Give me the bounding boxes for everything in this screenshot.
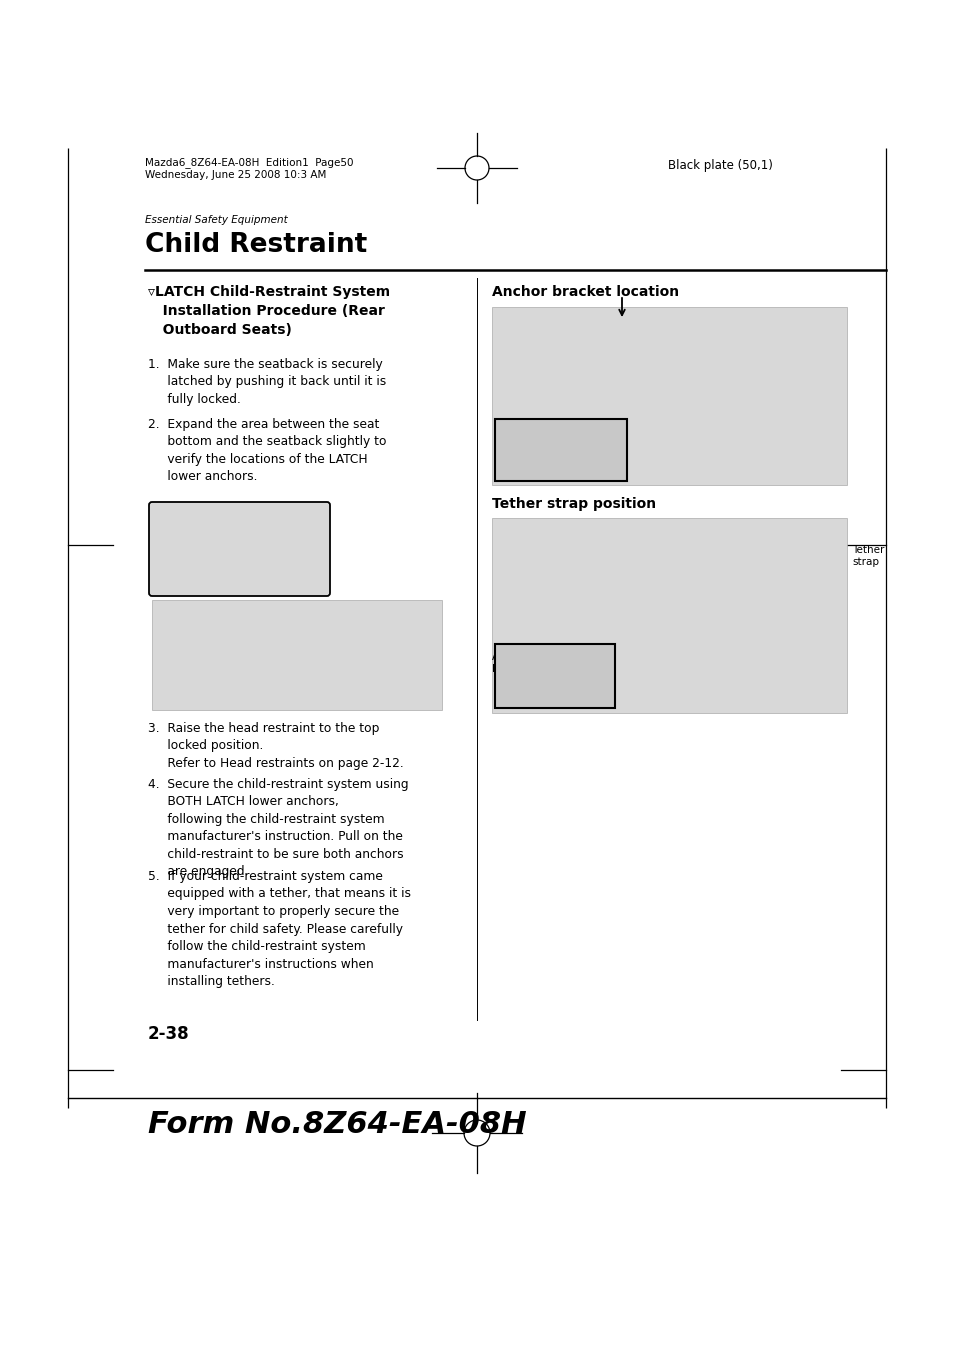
Bar	[492, 517, 846, 713]
Text: Anchor bracket location: Anchor bracket location	[492, 285, 679, 299]
Text: Anchor
bracket: Anchor bracket	[492, 653, 531, 674]
Text: Tether
strap: Tether strap	[851, 544, 883, 566]
Text: ▿LATCH Child-Restraint System
   Installation Procedure (Rear
   Outboard Seats): ▿LATCH Child-Restraint System Installati…	[148, 285, 390, 336]
Text: 1.  Make sure the seatback is securely
     latched by pushing it back until it : 1. Make sure the seatback is securely la…	[148, 358, 386, 407]
Text: Tether strap position: Tether strap position	[492, 497, 656, 511]
Text: Wednesday, June 25 2008 10:3 AM: Wednesday, June 25 2008 10:3 AM	[145, 170, 326, 180]
Text: 5.  If your child-restraint system came
     equipped with a tether, that means : 5. If your child-restraint system came e…	[148, 870, 411, 988]
FancyBboxPatch shape	[495, 419, 626, 481]
Bar	[492, 307, 846, 485]
Text: 2-38: 2-38	[148, 1025, 190, 1043]
Text: 2.  Expand the area between the seat
     bottom and the seatback slightly to
  : 2. Expand the area between the seat bott…	[148, 417, 386, 484]
Text: Form No.8Z64-EA-08H: Form No.8Z64-EA-08H	[148, 1111, 526, 1139]
Text: Essential Safety Equipment: Essential Safety Equipment	[145, 215, 288, 226]
FancyBboxPatch shape	[149, 503, 330, 596]
FancyBboxPatch shape	[495, 644, 615, 708]
Text: Black plate (50,1): Black plate (50,1)	[667, 158, 772, 172]
Text: Mazda6_8Z64-EA-08H  Edition1  Page50: Mazda6_8Z64-EA-08H Edition1 Page50	[145, 157, 354, 168]
Text: 4.  Secure the child-restraint system using
     BOTH LATCH lower anchors,
     : 4. Secure the child-restraint system usi…	[148, 778, 408, 878]
Text: Child Restraint: Child Restraint	[145, 232, 367, 258]
Bar	[152, 600, 441, 711]
Text: 3.  Raise the head restraint to the top
     locked position.
     Refer to Head: 3. Raise the head restraint to the top l…	[148, 721, 403, 770]
